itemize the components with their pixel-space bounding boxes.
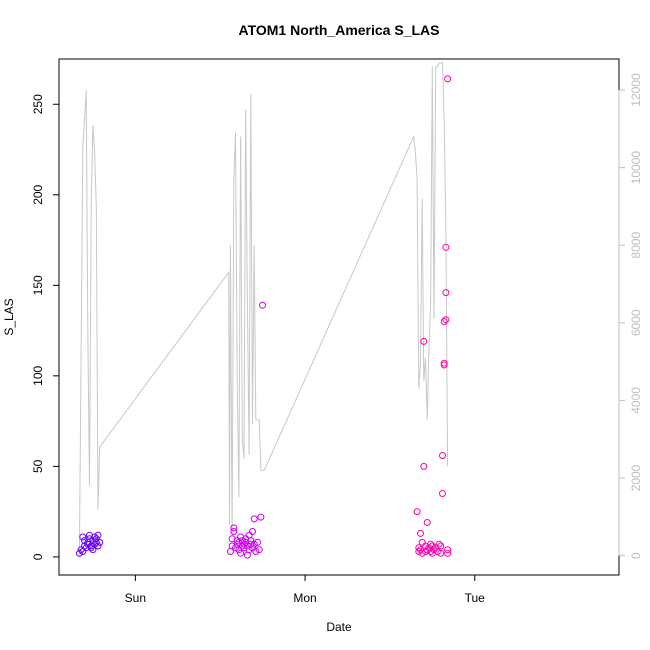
y-tick-label: 150 xyxy=(31,275,45,295)
data-point xyxy=(254,538,261,546)
data-point xyxy=(435,540,443,548)
data-point xyxy=(252,548,260,555)
line-layer xyxy=(78,62,449,556)
data-point xyxy=(413,508,421,516)
x-axis-label: Date xyxy=(326,620,352,634)
data-point xyxy=(430,546,438,554)
y2-tick-label: 2000 xyxy=(629,464,643,491)
plot-frame xyxy=(58,58,620,576)
y2-tick-label: 12000 xyxy=(629,73,643,107)
data-point xyxy=(96,538,104,546)
data-point xyxy=(423,546,431,554)
data-point xyxy=(427,540,435,548)
data-point xyxy=(259,301,267,309)
data-point xyxy=(415,548,423,555)
data-point xyxy=(444,546,452,554)
data-point xyxy=(418,538,426,546)
data-point xyxy=(92,538,100,546)
data-point xyxy=(75,549,83,557)
data-point xyxy=(250,515,258,523)
data-point xyxy=(79,533,87,541)
data-point xyxy=(442,289,450,297)
data-point xyxy=(433,548,441,555)
data-point xyxy=(415,544,423,552)
data-point xyxy=(420,337,428,345)
x-tick-label: Mon xyxy=(293,591,316,605)
y-tick-label: 0 xyxy=(31,553,45,560)
x-axis: Sun Mon Tue xyxy=(125,574,486,605)
x-tick-label: Sun xyxy=(125,591,146,605)
data-point xyxy=(89,537,97,545)
y2-tick-label: 4000 xyxy=(629,387,643,414)
data-point xyxy=(237,549,245,557)
data-point xyxy=(439,452,446,459)
data-point xyxy=(440,359,448,367)
data-point xyxy=(420,462,428,470)
data-point xyxy=(230,524,238,532)
data-point xyxy=(423,519,431,526)
chart-title: ATOM1 North_America S_LAS xyxy=(239,22,440,38)
y-axis-right: 0 2000 4000 6000 8000 10000 12000 xyxy=(618,73,643,559)
y2-tick-label: 6000 xyxy=(629,309,643,336)
data-point xyxy=(94,542,102,550)
data-point xyxy=(437,542,445,550)
y-tick-label: 250 xyxy=(31,94,45,114)
data-point xyxy=(255,546,263,554)
data-point xyxy=(257,513,265,521)
data-point xyxy=(418,549,426,557)
data-point xyxy=(250,540,258,548)
data-point xyxy=(442,243,450,251)
y2-tick-label: 8000 xyxy=(629,232,643,259)
data-point xyxy=(417,529,424,537)
data-point xyxy=(442,316,450,324)
y-tick-label: 100 xyxy=(31,366,45,386)
y-tick-label: 200 xyxy=(31,184,45,204)
data-point xyxy=(437,549,445,557)
y-tick-label: 50 xyxy=(31,459,45,473)
data-point xyxy=(238,537,246,545)
y2-tick-label: 10000 xyxy=(629,151,643,185)
data-point xyxy=(247,540,255,548)
data-point xyxy=(444,549,452,557)
data-point xyxy=(444,75,452,83)
y-axis-left: 0 50 100 150 200 250 xyxy=(31,94,60,560)
data-point xyxy=(232,544,239,552)
y2-tick-label: 0 xyxy=(629,552,643,559)
data-point xyxy=(440,318,448,325)
series-line xyxy=(78,62,449,556)
data-point xyxy=(428,542,436,550)
y-axis-label: S_LAS xyxy=(2,298,16,335)
data-point xyxy=(94,531,102,539)
points-layer xyxy=(75,75,452,559)
data-point xyxy=(249,528,256,535)
data-point xyxy=(439,490,446,497)
x-tick-label: Tue xyxy=(465,591,486,605)
data-point xyxy=(230,528,238,535)
